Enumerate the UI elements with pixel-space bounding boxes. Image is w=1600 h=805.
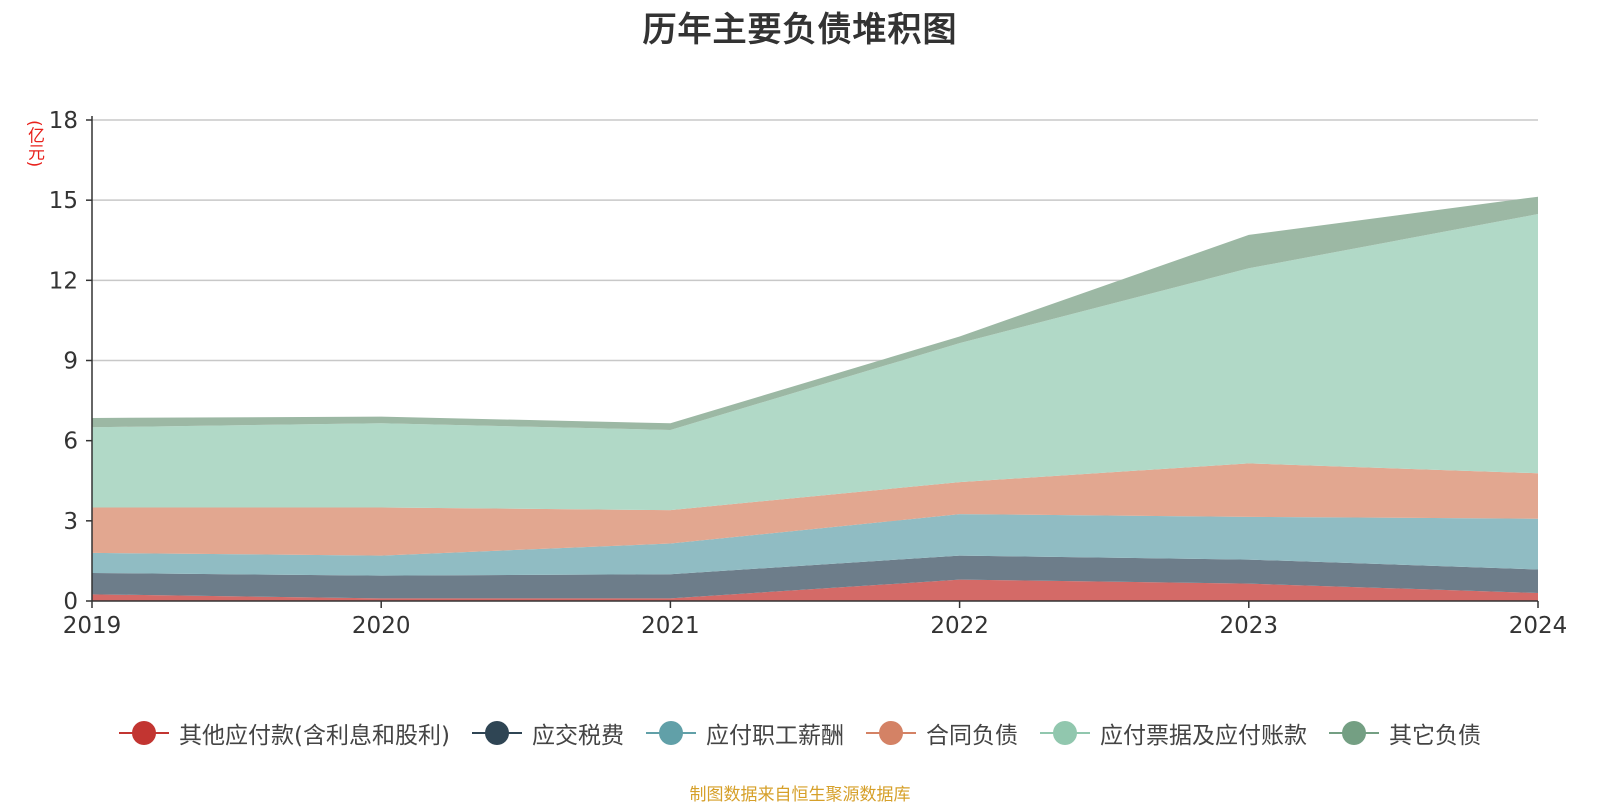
area-series-layer [92,196,1538,601]
legend-marker-icon [1039,720,1090,746]
x-tick-label-2023: 2023 [1220,613,1279,639]
legend-label: 应付票据及应付账款 [1099,723,1307,749]
legend-label: 合同负债 [925,723,1018,749]
y-tick-label-18: 18 [49,108,78,134]
x-tick-label-2024: 2024 [1509,613,1568,639]
axes [86,116,1539,608]
y-tick-label-9: 9 [63,349,78,375]
legend-item-5[interactable]: 应付票据及应付账款 [1039,716,1307,750]
legend-marker-icon [645,720,696,746]
legend-label: 应付职工薪酬 [705,723,844,749]
tick-labels: 0 3 6 9 12 15 18 2019 2020 2021 2022 2023 2024 [49,108,1568,639]
y-tick-label-0: 0 [63,589,78,615]
legend-item-6[interactable]: 其它负债 [1328,716,1481,750]
y-tick-label-6: 6 [63,429,78,455]
y-tick-label-3: 3 [63,509,78,535]
y-tick-label-12: 12 [49,268,78,294]
legend-label: 其他应付款(含利息和股利) [179,723,450,749]
data-source-note: 制图数据来自恒生聚源数据库 [689,785,911,805]
legend-marker-icon [119,720,170,746]
area-series-4 [92,463,1538,556]
area-series-5 [92,214,1538,511]
legend-item-3[interactable]: 应付职工薪酬 [645,716,844,750]
area-series-1 [92,579,1538,601]
x-tick-label-2021: 2021 [641,613,700,639]
legend-marker-icon [865,720,916,746]
legend-marker-icon [471,720,522,746]
area-series-2 [92,555,1538,599]
legend-label: 应交税费 [531,723,624,749]
y-tick-label-15: 15 [49,188,78,214]
legend-item-2[interactable]: 应交税费 [471,716,624,750]
chart-legend: 其他应付款(含利息和股利) 应交税费 应付职工薪酬 合同负债 应付票据及应付账款 其它负债 [0,716,1600,750]
x-tick-label-2019: 2019 [63,613,122,639]
legend-item-4[interactable]: 合同负债 [865,716,1018,750]
legend-marker-icon [1328,720,1379,746]
legend-item-1[interactable]: 其他应付款(含利息和股利) [119,716,450,750]
legend-label: 其它负债 [1388,723,1481,749]
x-tick-label-2022: 2022 [930,613,989,639]
area-series-3 [92,514,1538,576]
area-series-6 [92,196,1538,430]
y-axis-unit-label: (亿元) [24,120,44,168]
chart-title: 历年主要负债堆积图 [642,10,958,50]
x-tick-label-2020: 2020 [352,613,411,639]
